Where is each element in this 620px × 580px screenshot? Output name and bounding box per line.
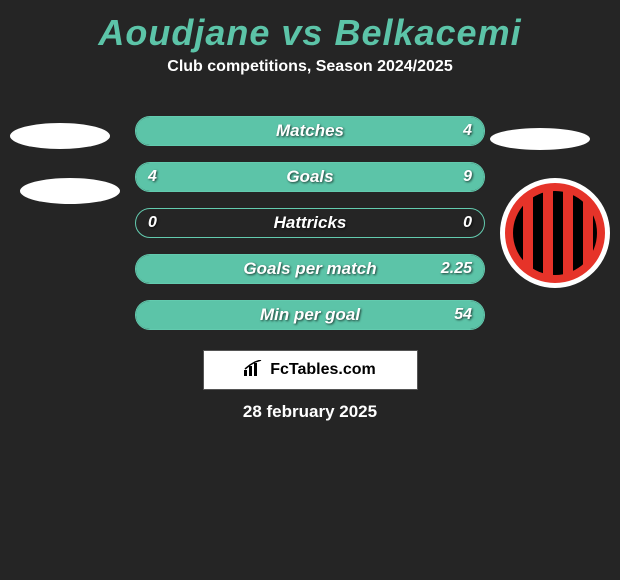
date-text: 28 february 2025 [0, 402, 620, 422]
stat-row-min-per-goal: Min per goal 54 [135, 300, 485, 330]
stats-container: Matches 4 4 Goals 9 0 Hattricks 0 Goals … [135, 116, 485, 330]
stat-row-matches: Matches 4 [135, 116, 485, 146]
stat-row-goals: 4 Goals 9 [135, 162, 485, 192]
chart-icon [244, 360, 264, 381]
stat-value-right: 9 [463, 163, 472, 191]
player-left-avatar-1 [10, 123, 110, 149]
stat-value-right: 4 [463, 117, 472, 145]
player-right-avatar [490, 128, 590, 150]
stat-label: Goals [136, 163, 484, 191]
player-left-avatar-2 [20, 178, 120, 204]
stat-label: Hattricks [136, 209, 484, 237]
stat-row-goals-per-match: Goals per match 2.25 [135, 254, 485, 284]
stat-row-hattricks: 0 Hattricks 0 [135, 208, 485, 238]
logo-text: FcTables.com [270, 361, 376, 379]
page-title: Aoudjane vs Belkacemi [0, 0, 620, 58]
stat-value-right: 2.25 [441, 255, 472, 283]
stat-label: Goals per match [136, 255, 484, 283]
stat-label: Matches [136, 117, 484, 145]
subtitle: Club competitions, Season 2024/2025 [0, 58, 620, 76]
stat-value-right: 54 [454, 301, 472, 329]
club-badge-right [500, 178, 610, 288]
stat-value-right: 0 [463, 209, 472, 237]
fctables-logo: FcTables.com [203, 350, 418, 390]
stat-label: Min per goal [136, 301, 484, 329]
